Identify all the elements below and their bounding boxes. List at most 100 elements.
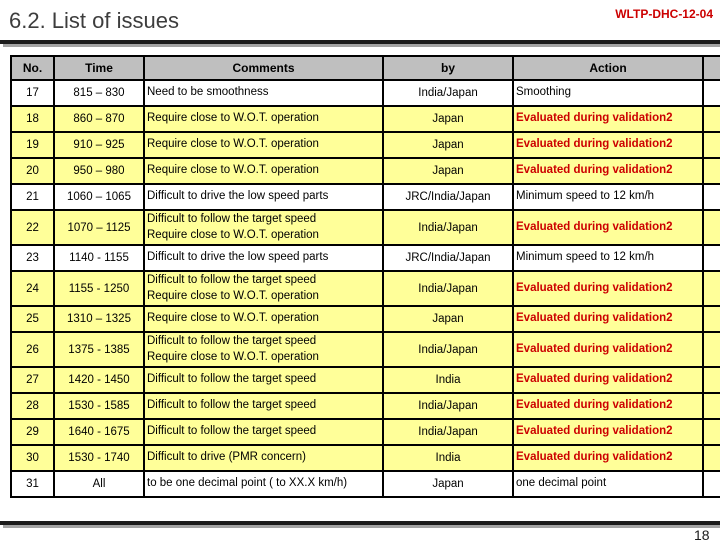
slide-title: 6.2. List of issues (9, 8, 179, 33)
table-row: 27 1420 - 1450 Difficult to follow the t… (10, 366, 720, 395)
cell-overflow-sliver (702, 131, 720, 159)
cell-overflow-sliver (702, 392, 720, 421)
cell-action: Evaluated during validation2 (512, 131, 704, 159)
cell-comments: Difficult to follow the target speed (143, 418, 384, 447)
cell-comments: Require close to W.O.T. operation (143, 305, 384, 334)
cell-no: 24 (10, 270, 55, 308)
cell-action: Evaluated during validation2 (512, 208, 704, 247)
cell-by: JRC/India/Japan (382, 244, 514, 273)
cell-overflow-sliver (702, 157, 720, 185)
cell-no: 26 (10, 331, 55, 369)
cell-action: Evaluated during validation2 (512, 366, 704, 395)
cell-comments: Difficult to drive the low speed parts (143, 244, 384, 273)
cell-by: Japan (382, 131, 514, 159)
cell-time: 1375 - 1385 (53, 331, 145, 369)
cell-time: 815 – 830 (53, 79, 145, 107)
cell-by: India/Japan (382, 208, 514, 247)
col-header-no: No. (10, 55, 55, 81)
cell-time: 1530 - 1585 (53, 392, 145, 421)
cell-overflow-sliver (702, 208, 720, 247)
table-header-row: No. Time Comments by Action (10, 55, 720, 81)
cell-no: 21 (10, 183, 55, 211)
cell-no: 27 (10, 366, 55, 395)
cell-overflow-sliver (702, 444, 720, 473)
cell-action: Smoothing (512, 79, 704, 107)
cell-no: 20 (10, 157, 55, 185)
cell-overflow-sliver (702, 244, 720, 273)
cell-no: 23 (10, 244, 55, 273)
cell-overflow-sliver (702, 183, 720, 211)
table-row: 17 815 – 830 Need to be smoothness India… (10, 79, 720, 107)
table-row: 31 All to be one decimal point ( to XX.X… (10, 470, 720, 499)
cell-comments: Difficult to drive the low speed parts (143, 183, 384, 211)
cell-overflow-sliver (702, 366, 720, 395)
cell-action: Minimum speed to 12 km/h (512, 244, 704, 273)
cell-by: Japan (382, 157, 514, 185)
cell-comments: Require close to W.O.T. operation (143, 105, 384, 133)
cell-by: India/Japan (382, 418, 514, 447)
cell-comments: Difficult to follow the target speed (143, 392, 384, 421)
cell-by: India/Japan (382, 392, 514, 421)
cell-no: 28 (10, 392, 55, 421)
cell-comments: Difficult to drive (PMR concern) (143, 444, 384, 473)
cell-time: 1310 – 1325 (53, 305, 145, 334)
cell-action: Evaluated during validation2 (512, 392, 704, 421)
cell-no: 19 (10, 131, 55, 159)
cell-overflow-sliver (702, 331, 720, 369)
cell-action: Evaluated during validation2 (512, 157, 704, 185)
cell-overflow-sliver (702, 270, 720, 308)
cell-overflow-sliver (702, 470, 720, 499)
cell-time: 1155 - 1250 (53, 270, 145, 308)
table-row: 21 1060 – 1065 Difficult to drive the lo… (10, 183, 720, 211)
table-row: 22 1070 – 1125 Difficult to follow the t… (10, 208, 720, 247)
cell-no: 29 (10, 418, 55, 447)
table-row: 25 1310 – 1325 Require close to W.O.T. o… (10, 305, 720, 334)
cell-action: Evaluated during validation2 (512, 418, 704, 447)
cell-comments: Need to be smoothness (143, 79, 384, 107)
cell-comments: Difficult to follow the target speed (143, 366, 384, 395)
table-row: 29 1640 - 1675 Difficult to follow the t… (10, 418, 720, 447)
cell-by: Japan (382, 105, 514, 133)
cell-action: Evaluated during validation2 (512, 331, 704, 369)
cell-time: 910 – 925 (53, 131, 145, 159)
cell-by: India/Japan (382, 331, 514, 369)
cell-action: one decimal point (512, 470, 704, 499)
title-divider-bar (0, 40, 720, 44)
cell-by: Japan (382, 305, 514, 334)
table-row: 28 1530 - 1585 Difficult to follow the t… (10, 392, 720, 421)
cell-overflow-sliver (702, 105, 720, 133)
col-header-time: Time (53, 55, 145, 81)
cell-no: 25 (10, 305, 55, 334)
cell-comments: Require close to W.O.T. operation (143, 157, 384, 185)
cell-by: India/Japan (382, 270, 514, 308)
cell-time: 1640 - 1675 (53, 418, 145, 447)
bottom-divider-bar (0, 521, 720, 525)
cell-no: 31 (10, 470, 55, 499)
col-header-overflow-sliver (702, 55, 720, 81)
table-row: 18 860 – 870 Require close to W.O.T. ope… (10, 105, 720, 133)
cell-time: 1140 - 1155 (53, 244, 145, 273)
cell-time: 950 – 980 (53, 157, 145, 185)
cell-no: 17 (10, 79, 55, 107)
cell-time: 1070 – 1125 (53, 208, 145, 247)
table-row: 30 1530 - 1740 Difficult to drive (PMR c… (10, 444, 720, 473)
issues-table: No. Time Comments by Action 17 815 – 830… (10, 55, 720, 499)
cell-comments: to be one decimal point ( to XX.X km/h) (143, 470, 384, 499)
cell-action: Evaluated during validation2 (512, 270, 704, 308)
cell-comments: Difficult to follow the target speed Req… (143, 331, 384, 369)
cell-action: Evaluated during validation2 (512, 105, 704, 133)
table-row: 24 1155 - 1250 Difficult to follow the t… (10, 270, 720, 308)
cell-comments: Require close to W.O.T. operation (143, 131, 384, 159)
cell-by: Japan (382, 470, 514, 499)
col-header-by: by (382, 55, 514, 81)
cell-no: 18 (10, 105, 55, 133)
table-row: 20 950 – 980 Require close to W.O.T. ope… (10, 157, 720, 185)
cell-overflow-sliver (702, 418, 720, 447)
cell-overflow-sliver (702, 79, 720, 107)
cell-by: India (382, 444, 514, 473)
col-header-comments: Comments (143, 55, 384, 81)
cell-time: 1420 - 1450 (53, 366, 145, 395)
table-row: 19 910 – 925 Require close to W.O.T. ope… (10, 131, 720, 159)
cell-by: India/Japan (382, 79, 514, 107)
